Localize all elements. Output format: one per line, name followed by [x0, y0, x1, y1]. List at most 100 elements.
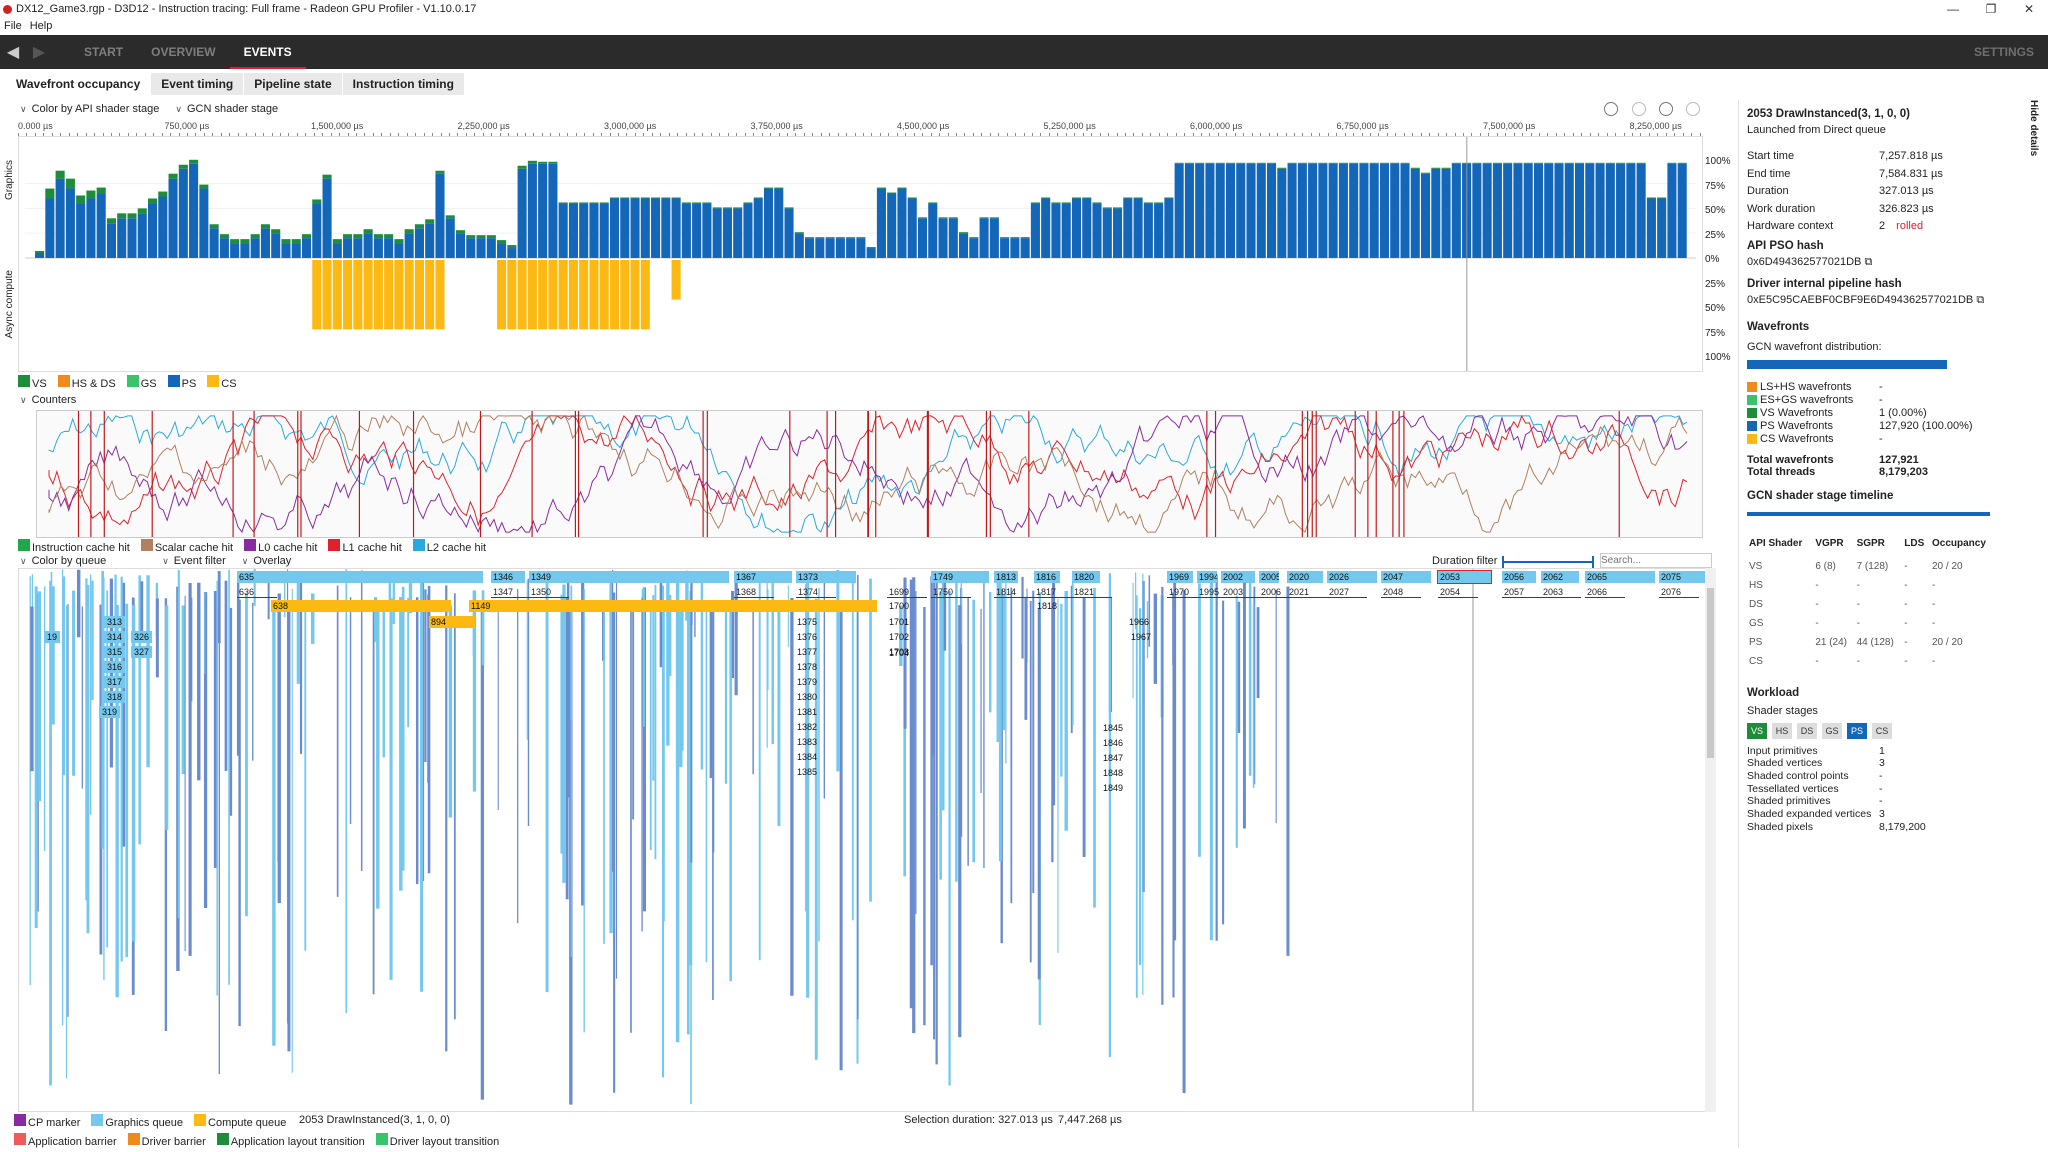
- event-label[interactable]: 19: [44, 631, 61, 643]
- duration-filter-slider[interactable]: [1502, 556, 1594, 568]
- stage-button-gs[interactable]: GS: [1822, 722, 1842, 739]
- gcn-stage-dropdown[interactable]: GCN shader stage: [175, 103, 278, 115]
- event-filter-dropdown[interactable]: Event filter: [162, 555, 226, 567]
- event-label[interactable]: 1700: [889, 601, 910, 611]
- stage-button-vs[interactable]: VS: [1747, 722, 1767, 739]
- event-marker[interactable]: 1970: [1167, 586, 1207, 598]
- event-label[interactable]: 326: [131, 631, 153, 643]
- color-by-queue-dropdown[interactable]: Color by queue: [20, 555, 107, 567]
- event-label[interactable]: 327: [131, 646, 153, 658]
- event-label[interactable]: 1848: [1103, 768, 1124, 778]
- event-marker[interactable]: 2048: [1381, 586, 1421, 598]
- event-label[interactable]: 315: [104, 646, 126, 658]
- copy-icon[interactable]: ⧉: [1976, 293, 1985, 306]
- event-bar[interactable]: 2005: [1259, 571, 1279, 583]
- event-label[interactable]: 1702: [889, 632, 910, 642]
- menu-file[interactable]: File: [4, 20, 22, 32]
- event-bar[interactable]: 2053: [1438, 571, 1492, 583]
- color-by-api-dropdown[interactable]: Color by API shader stage: [20, 103, 160, 115]
- events-timeline[interactable]: 635 1346 1349 1367 1373 1749 1813 1816 1820 1969 1…: [18, 568, 1716, 1112]
- zoom-reset-icon[interactable]: [1632, 102, 1646, 116]
- stage-button-cs[interactable]: CS: [1872, 722, 1892, 739]
- event-marker[interactable]: 1817: [1034, 586, 1074, 598]
- event-label[interactable]: 1967: [1131, 632, 1152, 642]
- tab-wavefront-occupancy[interactable]: Wavefront occupancy: [6, 73, 152, 95]
- event-label[interactable]: 1846: [1103, 738, 1124, 748]
- event-label[interactable]: 1376: [797, 632, 818, 642]
- menu-help[interactable]: Help: [29, 20, 53, 32]
- event-bar[interactable]: 2026: [1327, 571, 1377, 583]
- settings-link[interactable]: SETTINGS: [1973, 45, 2034, 59]
- event-bar[interactable]: 2020: [1287, 571, 1323, 583]
- copy-icon[interactable]: ⧉: [1864, 255, 1873, 268]
- event-marker[interactable]: 1374: [796, 586, 836, 598]
- tab-event-timing[interactable]: Event timing: [151, 73, 245, 95]
- event-label[interactable]: 1966: [1129, 617, 1150, 627]
- tab-events[interactable]: EVENTS: [229, 35, 306, 69]
- event-label[interactable]: 319: [99, 706, 121, 718]
- event-bar[interactable]: 2075: [1659, 571, 1709, 583]
- event-marker[interactable]: 1368: [734, 586, 774, 598]
- event-bar[interactable]: 2062: [1541, 571, 1579, 583]
- event-marker[interactable]: 1814: [994, 586, 1034, 598]
- close-button[interactable]: ✕: [2023, 2, 2035, 16]
- event-marker[interactable]: 636: [237, 586, 277, 598]
- scrollbar-thumb[interactable]: [1707, 588, 1714, 758]
- event-label[interactable]: 316: [104, 661, 126, 673]
- event-label[interactable]: 1385: [797, 767, 818, 777]
- zoom-in-icon[interactable]: [1659, 102, 1673, 116]
- event-marker[interactable]: 2054: [1438, 586, 1478, 598]
- event-label[interactable]: 1849: [1103, 783, 1124, 793]
- event-bar[interactable]: 1749: [931, 571, 989, 583]
- event-marker[interactable]: 2057: [1502, 586, 1542, 598]
- event-bar[interactable]: 2047: [1381, 571, 1431, 583]
- event-marker[interactable]: 2076: [1659, 586, 1699, 598]
- event-bar[interactable]: 1349: [529, 571, 729, 583]
- event-marker[interactable]: 2003: [1221, 586, 1261, 598]
- stage-button-hs[interactable]: HS: [1772, 722, 1792, 739]
- event-bar[interactable]: 1816: [1034, 571, 1060, 583]
- event-marker[interactable]: 1750: [931, 586, 971, 598]
- counters-title[interactable]: Counters: [20, 394, 77, 406]
- event-marker[interactable]: 2066: [1585, 586, 1625, 598]
- event-bar[interactable]: 2056: [1502, 571, 1536, 583]
- tab-start[interactable]: START: [84, 45, 124, 59]
- event-label[interactable]: 1380: [797, 692, 818, 702]
- zoom-selection-icon[interactable]: [1604, 102, 1618, 116]
- search-input[interactable]: [1600, 553, 1712, 568]
- tab-pipeline-state[interactable]: Pipeline state: [244, 73, 343, 95]
- event-bar[interactable]: 1820: [1072, 571, 1100, 583]
- event-label[interactable]: 1818: [1037, 601, 1058, 611]
- event-bar[interactable]: 1994: [1197, 571, 1217, 583]
- event-marker[interactable]: 2021: [1287, 586, 1327, 598]
- forward-arrow-icon[interactable]: ▶: [32, 44, 46, 61]
- event-bar[interactable]: 1969: [1167, 571, 1193, 583]
- event-label[interactable]: 1703: [889, 647, 910, 657]
- event-label[interactable]: 1384: [797, 752, 818, 762]
- compute-bar[interactable]: 1149: [469, 600, 877, 612]
- event-bar[interactable]: 635: [237, 571, 483, 583]
- counters-toggle[interactable]: Counters: [20, 394, 77, 406]
- event-marker[interactable]: 1347: [491, 586, 531, 598]
- maximize-button[interactable]: ❐: [1985, 2, 1997, 16]
- event-label[interactable]: 1375: [797, 617, 818, 627]
- event-label[interactable]: 1381: [797, 707, 818, 717]
- stage-button-ps[interactable]: PS: [1847, 722, 1867, 739]
- event-label[interactable]: 1701: [889, 617, 910, 627]
- event-bar[interactable]: 1813: [994, 571, 1018, 583]
- event-label[interactable]: 1383: [797, 737, 818, 747]
- event-label[interactable]: 1377: [797, 647, 818, 657]
- events-scrollbar[interactable]: [1705, 568, 1716, 1112]
- event-marker[interactable]: 1995: [1197, 586, 1237, 598]
- event-bar[interactable]: 1373: [796, 571, 856, 583]
- event-label[interactable]: 1382: [797, 722, 818, 732]
- minimize-button[interactable]: —: [1947, 2, 1959, 16]
- event-label[interactable]: 1704: [889, 648, 910, 658]
- event-label[interactable]: 1378: [797, 662, 818, 672]
- wavefront-occupancy-chart[interactable]: [18, 136, 1703, 372]
- event-marker[interactable]: 2063: [1541, 586, 1581, 598]
- event-label[interactable]: 313: [104, 616, 126, 628]
- event-label[interactable]: 317: [104, 676, 126, 688]
- event-bar[interactable]: 2002: [1221, 571, 1255, 583]
- event-bar[interactable]: 1367: [734, 571, 792, 583]
